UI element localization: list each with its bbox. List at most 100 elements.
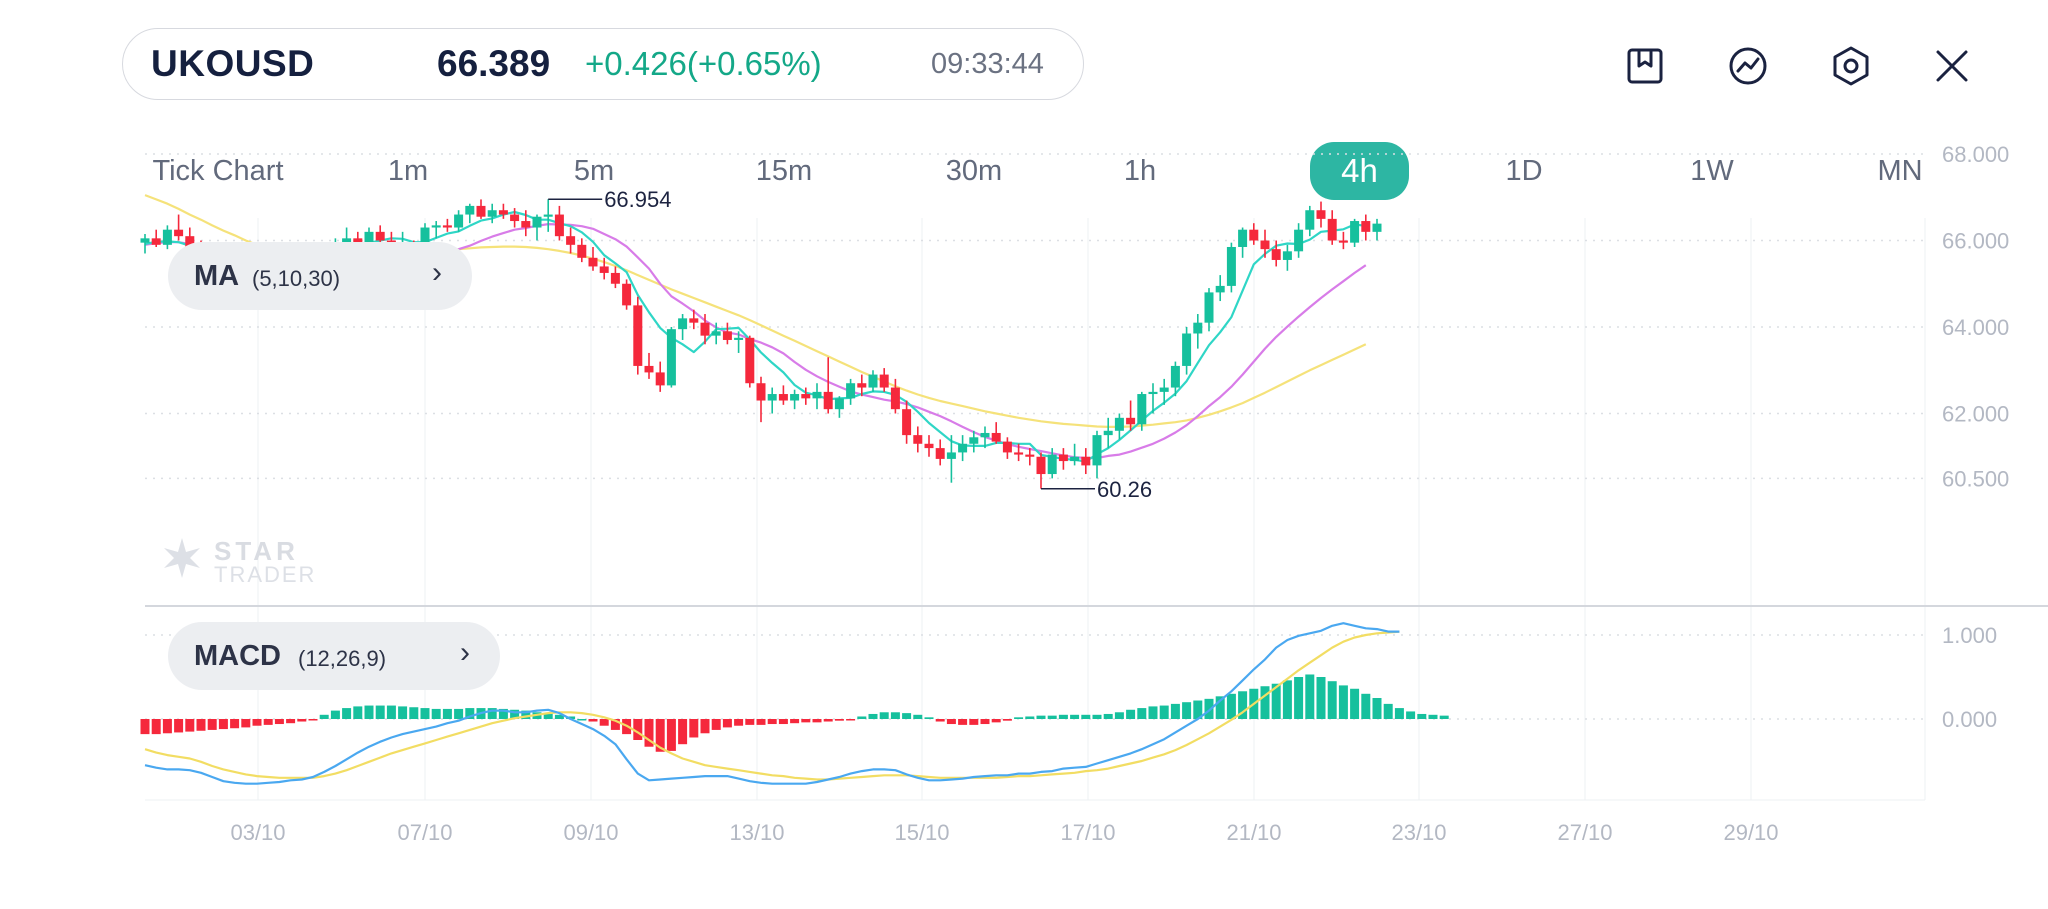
candle-body (666, 329, 676, 386)
macd-histogram-bar (1014, 717, 1024, 719)
candle-body (476, 205, 486, 217)
ma30-line (144, 194, 1367, 428)
macd-histogram-bar (319, 714, 329, 719)
macd-y-axis-tick-label: 0.000 (1942, 707, 1997, 732)
macd-histogram-bar (666, 719, 676, 751)
macd-histogram-bar (420, 708, 430, 719)
ma-indicator-params: (5,10,30) (252, 266, 341, 291)
macd-histogram-bar (969, 719, 979, 725)
candle-body (1338, 240, 1348, 243)
candle-body (823, 391, 833, 410)
candle-body (577, 244, 587, 258)
tab-30m[interactable]: 30m (945, 155, 1003, 187)
candle-body (913, 435, 923, 444)
tab-1m[interactable]: 1m (387, 155, 429, 187)
close-icon[interactable] (1930, 44, 1974, 88)
tab-1d[interactable]: 1D (1505, 155, 1543, 187)
candle-body (924, 443, 934, 449)
candle-body (162, 229, 172, 245)
tab-1h[interactable]: 1h (1123, 155, 1157, 187)
candle-body (946, 452, 956, 459)
candle-body (1159, 387, 1169, 392)
candle-body (1014, 452, 1024, 455)
settings-hexagon-icon[interactable] (1829, 44, 1873, 88)
macd-histogram-bar (1170, 703, 1180, 719)
macd-histogram-bar (722, 719, 732, 728)
candle-body (1260, 240, 1270, 250)
low-annotation-label: 60.26 (1097, 477, 1152, 502)
candle-body (1170, 365, 1180, 388)
macd-histogram-bar (241, 719, 251, 728)
candle-body (1047, 454, 1057, 475)
macd-histogram-bar (1193, 700, 1203, 719)
macd-histogram-bar (1047, 715, 1057, 719)
candle-body (745, 337, 755, 384)
macd-histogram-bar (689, 719, 699, 738)
candle-body (174, 229, 184, 237)
macd-histogram-bar (487, 708, 497, 719)
macd-histogram-bar (902, 713, 912, 719)
ma-indicator-name: MA (194, 260, 240, 292)
macd-histogram-bar (1215, 696, 1225, 719)
macd-histogram-bar (1294, 677, 1304, 719)
macd-histogram-bar (442, 708, 452, 719)
macd-histogram-bar (1238, 691, 1248, 719)
candle-body (1148, 391, 1158, 395)
macd-histogram-bar (588, 719, 598, 722)
candle-body (1025, 454, 1035, 457)
macd-histogram-bar (991, 719, 1001, 723)
macd-histogram-bar (274, 719, 284, 725)
macd-histogram-bar (790, 719, 800, 724)
symbol-name[interactable]: UKOUSD (151, 43, 315, 84)
macd-histogram-bar (1417, 713, 1427, 719)
macd-histogram-bar (1338, 685, 1348, 719)
macd-y-axis-tick-label: 1.000 (1942, 623, 1997, 648)
tab-tick-chart[interactable]: Tick Chart (152, 155, 284, 187)
tab-15m[interactable]: 15m (755, 155, 813, 187)
macd-histogram-bar (1070, 714, 1080, 719)
macd-histogram-bar (375, 705, 385, 719)
candle-body (1204, 292, 1214, 323)
tab-4h[interactable]: 4h (1310, 142, 1409, 200)
candle-body (958, 443, 968, 453)
macd-histogram-bar (577, 719, 587, 721)
macd-indicator-pill[interactable]: MACD (12,26,9) › (168, 622, 500, 690)
tab-5m[interactable]: 5m (573, 155, 615, 187)
macd-histogram-bar (1081, 714, 1091, 719)
candle-body (1271, 249, 1281, 260)
macd-histogram-bar (521, 710, 531, 719)
trend-chart-icon[interactable] (1726, 44, 1770, 88)
bookmark-icon[interactable] (1623, 44, 1667, 88)
candle-body (1058, 454, 1068, 462)
macd-histogram-bar (655, 719, 665, 752)
ma-indicator-pill[interactable]: MA (5,10,30) › (168, 242, 472, 310)
macd-histogram-bar (1114, 712, 1124, 719)
candle-body (140, 238, 150, 243)
macd-histogram-bar (330, 710, 340, 719)
y-axis-tick-label: 62.000 (1942, 402, 2009, 427)
macd-histogram-bar (935, 719, 945, 722)
macd-histogram-bar (1406, 711, 1416, 719)
tab-mn[interactable]: MN (1877, 155, 1923, 187)
candle-body (521, 221, 531, 228)
candle-body (1316, 210, 1326, 219)
macd-histogram-bar (1182, 702, 1192, 719)
candle-body (633, 305, 643, 366)
macd-histogram-bar (823, 719, 833, 722)
macd-histogram-bar (1439, 715, 1449, 719)
x-axis-tick-label: 17/10 (1060, 820, 1115, 845)
x-axis-tick-label: 21/10 (1226, 820, 1281, 845)
candle-body (1002, 441, 1012, 453)
watermark-text-star: STAR (214, 536, 299, 566)
candle-body (1226, 246, 1236, 286)
candle-body (834, 398, 844, 410)
macd-line (144, 622, 1400, 785)
macd-histogram-bar (510, 709, 520, 719)
candle-body (532, 216, 542, 228)
macd-histogram-bar (1260, 686, 1270, 719)
macd-histogram-bar (364, 705, 374, 719)
macd-histogram-bar (924, 717, 934, 719)
macd-histogram-bar (599, 719, 609, 726)
tab-1w[interactable]: 1W (1690, 155, 1734, 187)
